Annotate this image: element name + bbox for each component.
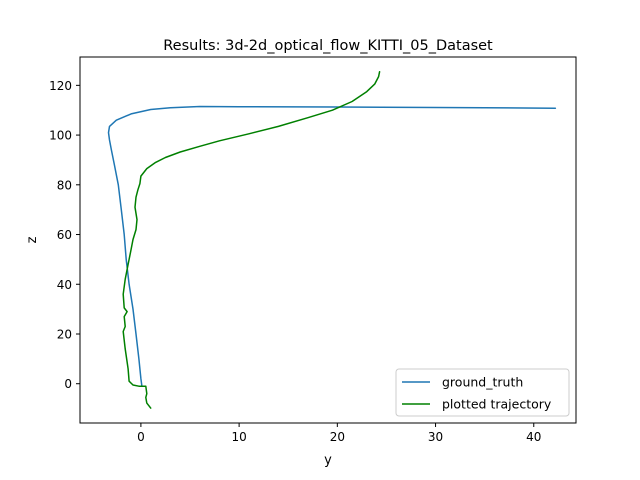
- y-axis-label: z: [25, 236, 40, 243]
- legend-label-plotted-trajectory: plotted trajectory: [442, 397, 552, 412]
- x-axis-label: y: [324, 453, 332, 468]
- x-tick-label: 20: [330, 430, 345, 444]
- x-tick-label: 40: [526, 430, 541, 444]
- y-tick-label: 40: [57, 278, 72, 292]
- y-tick-label: 0: [64, 377, 72, 391]
- y-tick-label: 60: [57, 228, 72, 242]
- y-axis-ticks: 0 20 40 60 80 100 120: [49, 79, 80, 391]
- y-tick-label: 100: [49, 129, 72, 143]
- series-line-ground-truth: [107, 105, 557, 387]
- plot-lines: [107, 70, 557, 409]
- x-tick-label: 10: [231, 430, 246, 444]
- series-line-plotted-trajectory: [122, 70, 381, 409]
- chart-title: Results: 3d-2d_optical_flow_KITTI_05_Dat…: [163, 38, 493, 54]
- x-tick-label: 0: [137, 430, 145, 444]
- y-tick-label: 120: [49, 79, 72, 93]
- x-tick-label: 30: [428, 430, 443, 444]
- legend: ground_truth plotted trajectory: [395, 368, 570, 417]
- x-axis-ticks: 0 10 20 30 40: [137, 423, 541, 444]
- legend-label-ground-truth: ground_truth: [442, 375, 523, 390]
- y-tick-label: 20: [57, 327, 72, 341]
- plot-frame: [79, 56, 577, 424]
- y-tick-label: 80: [57, 178, 72, 192]
- legend-box: [395, 368, 570, 417]
